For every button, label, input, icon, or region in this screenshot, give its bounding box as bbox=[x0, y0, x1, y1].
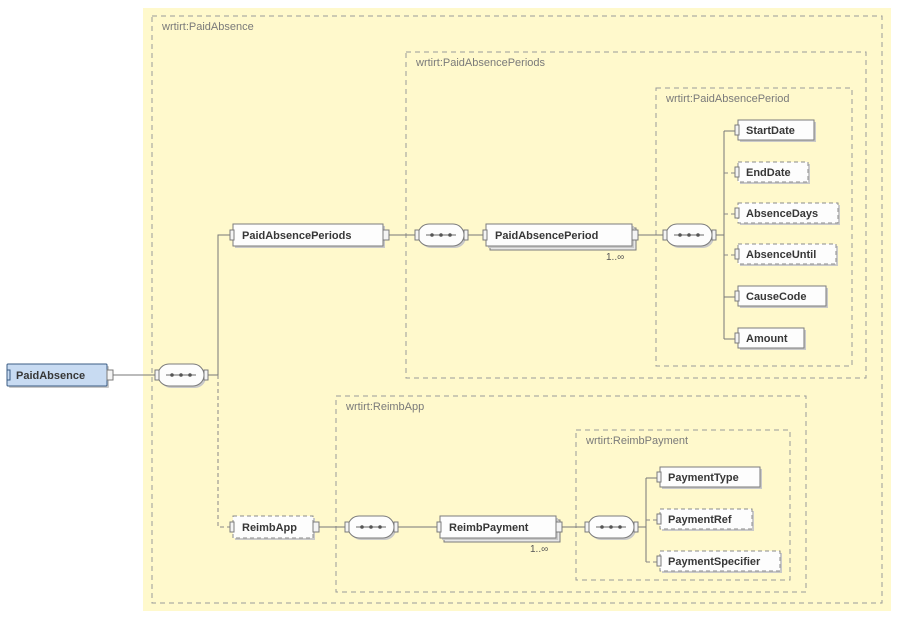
leaf-causecode: CauseCode bbox=[735, 286, 828, 308]
leaf-absencedays: AbsenceDays bbox=[735, 203, 840, 225]
svg-text:1..∞: 1..∞ bbox=[606, 252, 624, 263]
svg-text:PaidAbsencePeriods: PaidAbsencePeriods bbox=[242, 230, 351, 242]
svg-text:PaymentRef: PaymentRef bbox=[668, 514, 732, 526]
svg-text:AbsenceUntil: AbsenceUntil bbox=[746, 249, 816, 261]
pap-child-group-label: wrtirt:PaidAbsencePeriod bbox=[665, 93, 790, 105]
svg-text:EndDate: EndDate bbox=[746, 167, 791, 179]
svg-text:PaymentType: PaymentType bbox=[668, 472, 739, 484]
pap-group-label: wrtirt:PaidAbsencePeriods bbox=[415, 57, 546, 69]
paid-absence-periods-node: PaidAbsencePeriods bbox=[230, 224, 389, 248]
svg-text:PaidAbsence: PaidAbsence bbox=[16, 370, 85, 382]
svg-text:ReimbApp: ReimbApp bbox=[242, 522, 297, 534]
svg-text:CauseCode: CauseCode bbox=[746, 291, 807, 303]
root-node: PaidAbsence bbox=[7, 364, 113, 388]
leaf-absenceuntil: AbsenceUntil bbox=[735, 244, 838, 266]
seq-reimbpayment bbox=[585, 516, 638, 540]
seq-pap bbox=[415, 224, 468, 248]
svg-text:1..∞: 1..∞ bbox=[530, 544, 548, 555]
reimbpayment-group-label: wrtirt:ReimbPayment bbox=[585, 435, 688, 447]
svg-text:PaymentSpecifier: PaymentSpecifier bbox=[668, 556, 761, 568]
seq-reimbapp bbox=[345, 516, 398, 540]
seq-pap-leaves bbox=[663, 224, 716, 248]
svg-text:StartDate: StartDate bbox=[746, 125, 795, 137]
leaf-startdate: StartDate bbox=[735, 120, 816, 142]
svg-text:ReimbPayment: ReimbPayment bbox=[449, 522, 529, 534]
leaf-amount: Amount bbox=[735, 328, 806, 350]
svg-text:PaidAbsencePeriod: PaidAbsencePeriod bbox=[495, 230, 598, 242]
reimbapp-node: ReimbApp bbox=[230, 516, 319, 540]
leaf-paymentspecifier: PaymentSpecifier bbox=[657, 551, 782, 573]
svg-text:AbsenceDays: AbsenceDays bbox=[746, 208, 818, 220]
seq-root bbox=[155, 364, 208, 388]
main-group-label: wrtirt:PaidAbsence bbox=[161, 21, 254, 33]
svg-text:Amount: Amount bbox=[746, 333, 788, 345]
leaf-paymentref: PaymentRef bbox=[657, 509, 754, 531]
leaf-enddate: EndDate bbox=[735, 162, 810, 184]
leaf-paymenttype: PaymentType bbox=[657, 467, 762, 489]
reimbapp-group-label: wrtirt:ReimbApp bbox=[345, 401, 424, 413]
